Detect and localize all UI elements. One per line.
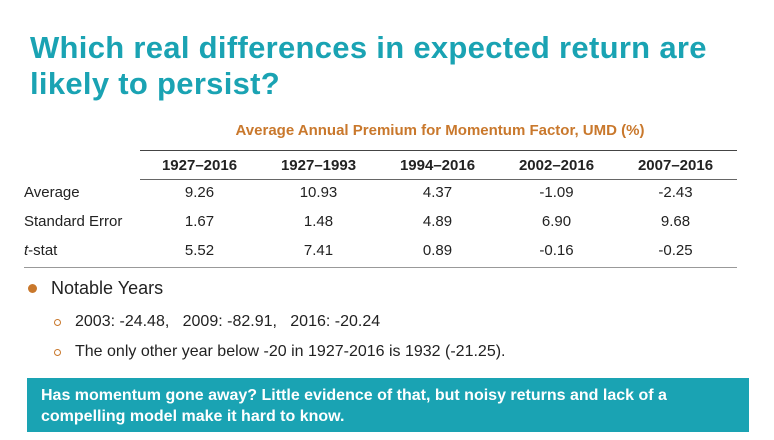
table-cell: -0.25 xyxy=(658,242,693,259)
table-cell: -2.43 xyxy=(658,184,693,201)
column-header: 1927–1993 xyxy=(280,156,357,174)
table-cell: 10.93 xyxy=(299,184,338,201)
table-cell: 7.41 xyxy=(303,242,334,259)
table-header-blank xyxy=(24,152,140,178)
sub-bullet-ring-icon xyxy=(54,348,61,356)
column-header: 1927–2016 xyxy=(161,156,238,174)
table-cell: 1.48 xyxy=(303,213,334,230)
sub-bullet-text: 2003: -24.48, 2009: -82.91, 2016: -20.24 xyxy=(75,313,381,330)
row-label: t-stat xyxy=(24,236,140,265)
momentum-premium-table: 1927–2016 1927–1993 1994–2016 2002–2016 … xyxy=(24,152,735,265)
column-header: 2002–2016 xyxy=(518,156,595,174)
table-cell: 5.52 xyxy=(184,242,215,259)
table-bottom-rule xyxy=(24,267,737,268)
table-cell: 9.26 xyxy=(184,184,215,201)
row-label-italic: t xyxy=(24,242,29,259)
table-caption: Average Annual Premium for Momentum Fact… xyxy=(235,122,645,139)
sub-bullet-ring-icon xyxy=(54,318,61,326)
table-cell: -1.09 xyxy=(539,184,574,201)
slide-title: Which real differences in expected retur… xyxy=(30,30,707,101)
table-top-rule xyxy=(140,150,737,151)
row-label: Average xyxy=(24,184,80,201)
table-cell: 0.89 xyxy=(422,242,453,259)
table-cell: -0.16 xyxy=(539,242,574,259)
sub-bullet-text: The only other year below -20 in 1927-20… xyxy=(75,343,506,360)
table-cell: 4.89 xyxy=(422,213,453,230)
bullet-notable-years: Notable Years xyxy=(28,278,163,299)
table-row: Standard Error 1.67 1.48 4.89 6.90 9.68 xyxy=(24,207,735,236)
column-header: 1994–2016 xyxy=(399,156,476,174)
table-cell: 4.37 xyxy=(422,184,453,201)
table-row: Average 9.26 10.93 4.37 -1.09 -2.43 xyxy=(24,178,735,207)
table-header-rule xyxy=(140,179,737,180)
row-label-rest: -stat xyxy=(28,242,58,259)
bullet-dot-icon xyxy=(28,284,37,293)
table-cell: 6.90 xyxy=(541,213,572,230)
table-row: t-stat 5.52 7.41 0.89 -0.16 -0.25 xyxy=(24,236,735,265)
sub-bullet: 2003: -24.48, 2009: -82.91, 2016: -20.24 xyxy=(54,313,380,331)
table-header-row: 1927–2016 1927–1993 1994–2016 2002–2016 … xyxy=(24,152,735,178)
callout-box: Has momentum gone away? Little evidence … xyxy=(27,378,749,432)
row-label: Standard Error xyxy=(24,213,123,230)
sub-bullet: The only other year below -20 in 1927-20… xyxy=(54,343,505,361)
bullet-text: Notable Years xyxy=(51,278,164,298)
table-cell: 9.68 xyxy=(660,213,691,230)
column-header: 2007–2016 xyxy=(637,156,714,174)
table-cell: 1.67 xyxy=(184,213,215,230)
